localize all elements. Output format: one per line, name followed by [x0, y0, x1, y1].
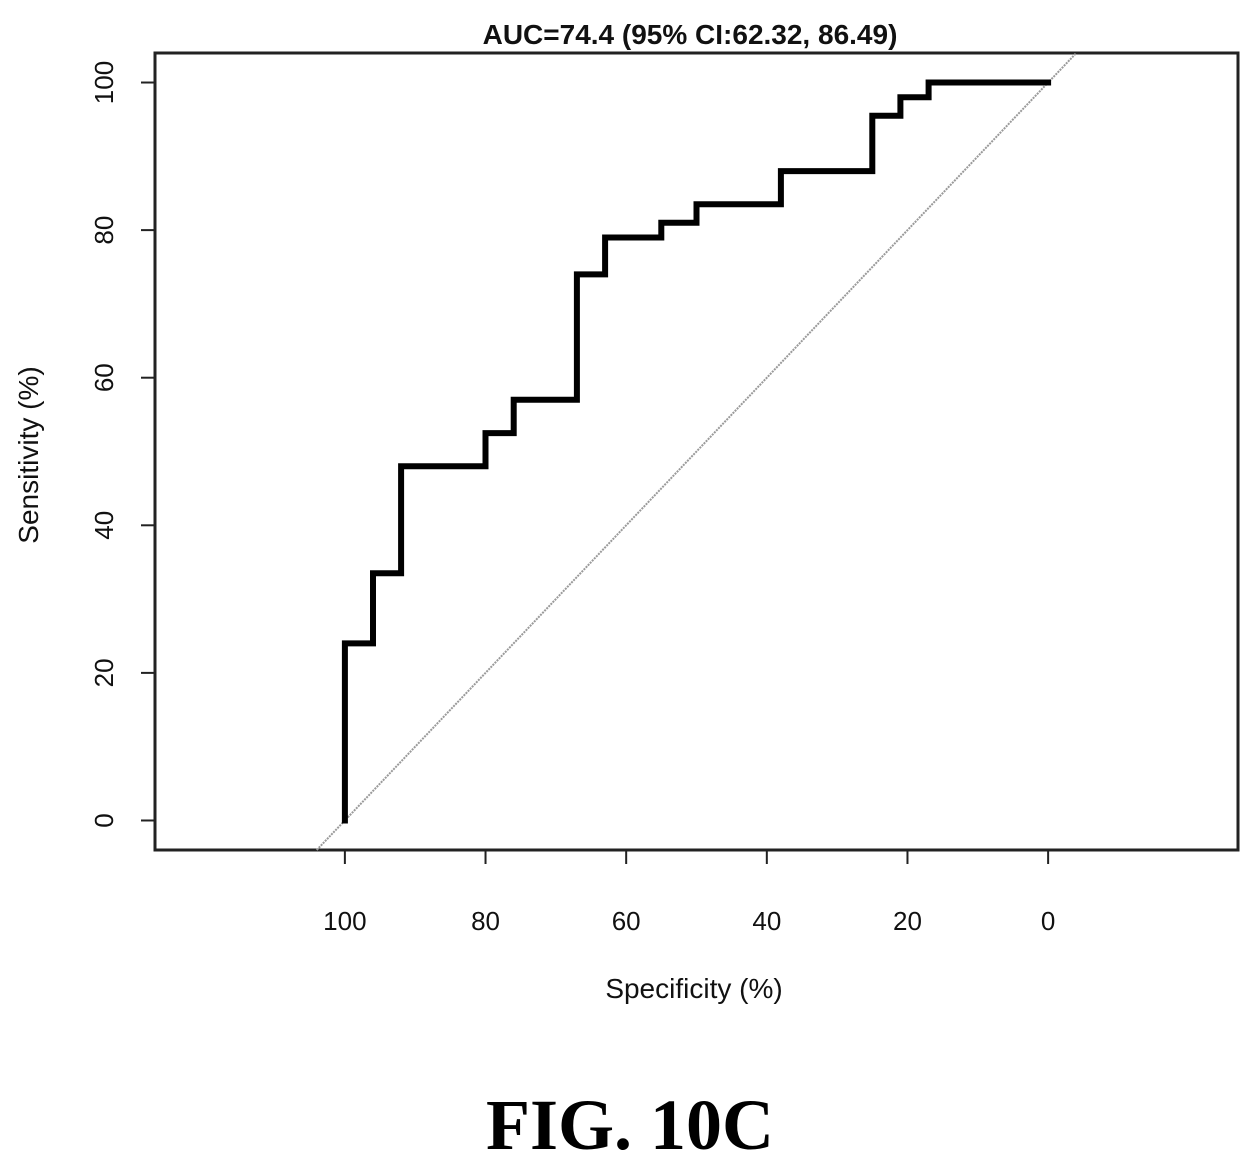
- y-tick-label: 0: [89, 813, 119, 827]
- y-tick-label: 60: [89, 363, 119, 392]
- x-tick-label: 20: [893, 906, 922, 936]
- y-tick-label: 80: [89, 216, 119, 245]
- figure-caption: FIG. 10C: [486, 1085, 774, 1165]
- y-tick-label: 40: [89, 511, 119, 540]
- x-tick-label: 40: [752, 906, 781, 936]
- reference-layer: [315, 52, 1078, 851]
- roc-chart: AUC=74.4 (95% CI:62.32, 86.49) 100 80 60 40…: [13, 19, 1240, 1004]
- chart-title: AUC=74.4 (95% CI:62.32, 86.49): [483, 19, 898, 50]
- plot-frame: [153, 51, 1240, 852]
- x-axis: 100 80 60 40 20 0: [323, 850, 1055, 936]
- x-tick-label: 100: [323, 906, 366, 936]
- x-axis-label: Specificity (%): [605, 973, 782, 1004]
- y-axis: 0 20 40 60 80 100: [89, 61, 155, 828]
- reference-diagonal-line: [315, 52, 1078, 851]
- roc-curve-line: [341, 79, 1052, 824]
- x-tick-label: 60: [612, 906, 641, 936]
- roc-layer: [341, 79, 1052, 824]
- y-axis-label: Sensitivity (%): [13, 366, 44, 543]
- x-tick-label: 0: [1041, 906, 1055, 936]
- y-tick-label: 100: [89, 61, 119, 104]
- y-tick-label: 20: [89, 658, 119, 687]
- x-tick-label: 80: [471, 906, 500, 936]
